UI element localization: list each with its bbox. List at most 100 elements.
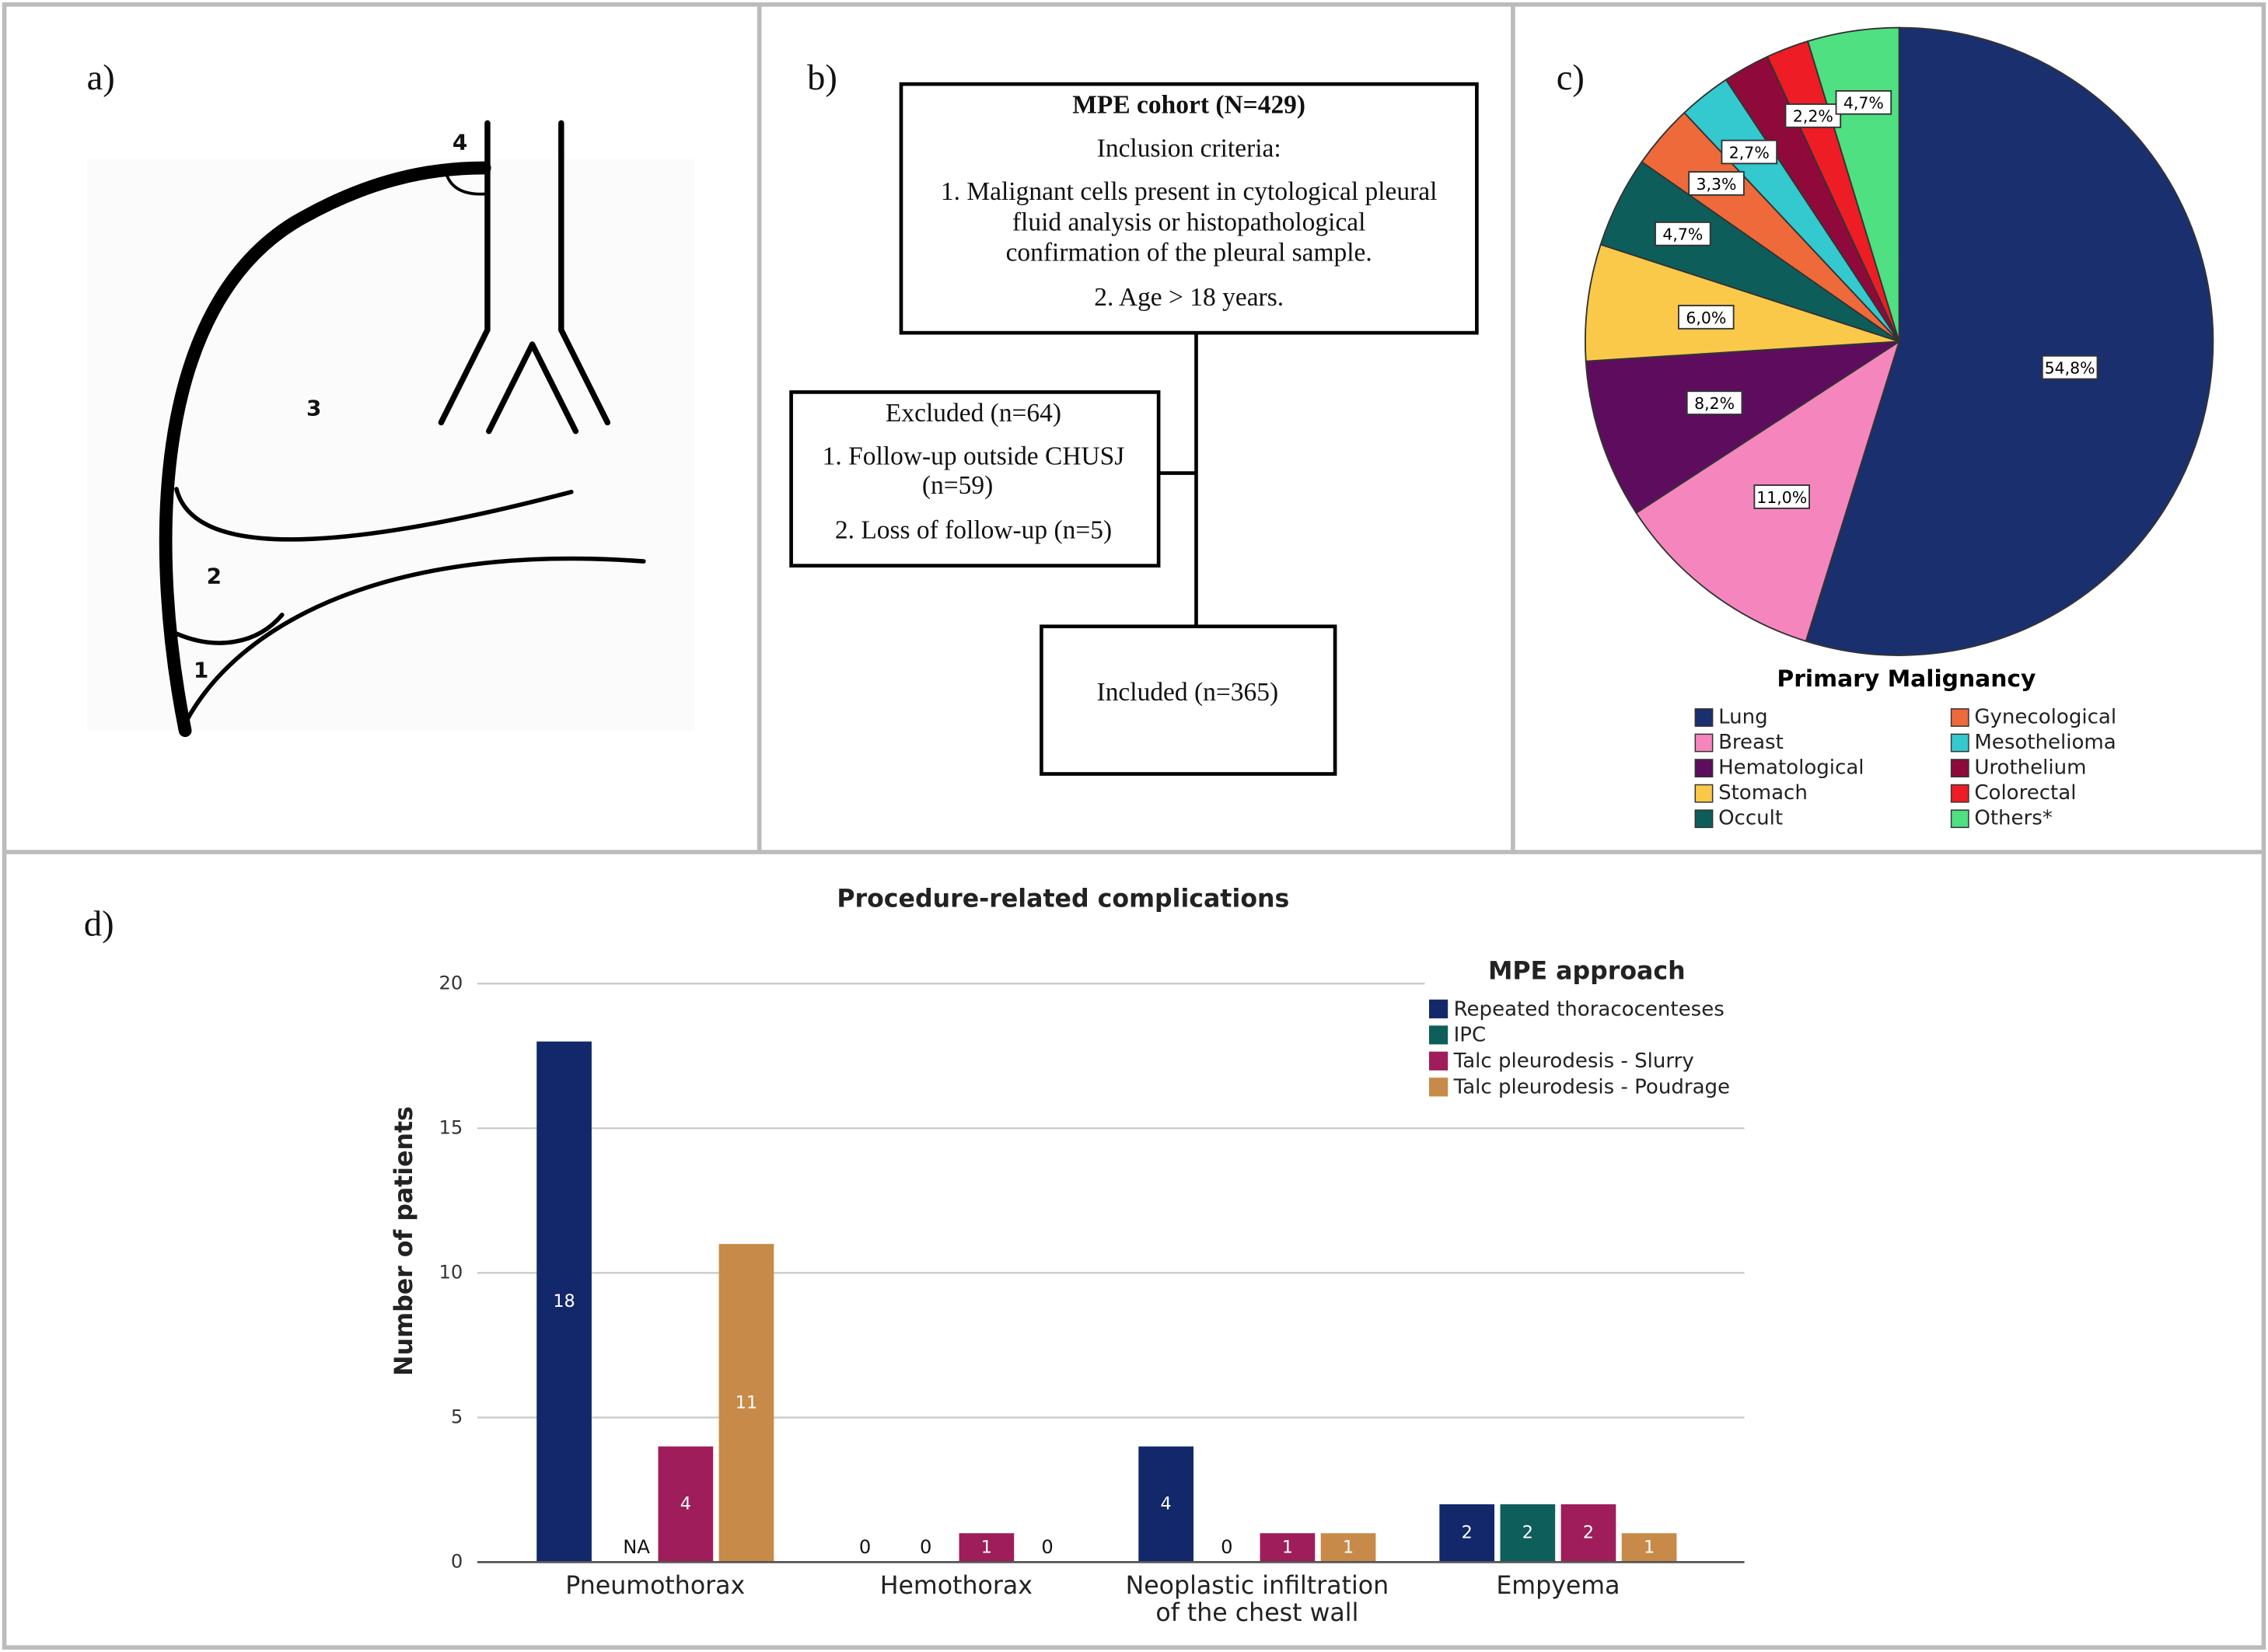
bar xyxy=(1138,1446,1194,1563)
data-label: 4,7% xyxy=(1843,94,1884,113)
region-label: 3 xyxy=(306,396,321,421)
legend-label: Stomach xyxy=(1718,781,1808,805)
legend-label: Hematological xyxy=(1718,756,1864,780)
legend-label: Repeated thoracocenteses xyxy=(1454,997,1725,1021)
box-text: Included (n=365) xyxy=(1097,678,1279,707)
legend-swatch xyxy=(1429,999,1449,1018)
data-label: 18 xyxy=(553,1291,575,1311)
legend-swatch xyxy=(1694,759,1714,777)
label-box xyxy=(1678,305,1735,330)
box-text: Excluded (n=64) xyxy=(886,399,1061,428)
data-label: 11,0% xyxy=(1756,488,1807,507)
legend-label: Lung xyxy=(1718,705,1768,728)
pie-chart: c) 54,8% 11,0% 8,2% 6,0% 4,7% 3,3% 2,7% 2,2% 4,7%… xyxy=(1557,26,2214,830)
legend-label: Gynecological xyxy=(1974,705,2116,728)
legend-label: Occult xyxy=(1718,807,1783,830)
data-label: 2 xyxy=(1462,1523,1473,1543)
y-tick-label: 10 xyxy=(439,1261,463,1283)
legend-swatch xyxy=(1694,708,1714,727)
legend-swatch xyxy=(1950,733,1969,753)
data-label: 0 xyxy=(1041,1536,1053,1558)
legend-swatch xyxy=(1694,784,1714,803)
legend-label: Breast xyxy=(1718,731,1784,754)
box-text: (n=59) xyxy=(922,471,993,500)
x-tick-label: Empyema xyxy=(1496,1572,1620,1600)
box-text: 1. Follow-up outside CHUSJ xyxy=(823,442,1125,471)
y-tick-label: 15 xyxy=(439,1116,463,1138)
box-text: 2. Age > 18 years. xyxy=(1094,283,1284,312)
data-label: 0 xyxy=(920,1536,931,1558)
data-label: 0 xyxy=(1221,1536,1232,1558)
bar xyxy=(1500,1504,1556,1563)
data-label: 3,3% xyxy=(1697,175,1737,194)
bar-chart: d) Procedure-related complications Number … xyxy=(84,885,1751,1627)
label-box xyxy=(2041,354,2099,380)
data-label: 54,8% xyxy=(2045,359,2095,378)
legend-swatch xyxy=(1429,1025,1449,1045)
data-label: 1 xyxy=(1644,1537,1655,1557)
y-tick-label: 0 xyxy=(451,1550,463,1572)
y-tick-label: 5 xyxy=(451,1406,463,1427)
x-tick-label: Hemothorax xyxy=(880,1572,1033,1600)
data-label: NA xyxy=(623,1536,650,1558)
legend-label: Colorectal xyxy=(1974,781,2076,805)
legend-swatch xyxy=(1429,1077,1449,1097)
legend-label: Talc pleurodesis - Slurry xyxy=(1453,1050,1694,1073)
legend-title: Primary Malignancy xyxy=(1777,665,2036,693)
data-label: 6,0% xyxy=(1686,309,1726,327)
label-box xyxy=(1784,103,1842,128)
chart-title: Procedure-related complications xyxy=(837,885,1289,913)
data-label: 2 xyxy=(1522,1523,1533,1543)
flow-shapes xyxy=(789,82,1479,776)
box-text: 2. Loss of follow-up (n=5) xyxy=(835,516,1112,545)
data-label: 11 xyxy=(736,1392,757,1413)
bar xyxy=(536,1041,592,1563)
box-text: 1. Malignant cells present in cytologica… xyxy=(941,177,1438,206)
region-label: 4 xyxy=(453,129,467,155)
data-label: 2 xyxy=(1583,1523,1594,1543)
legend-label: Talc pleurodesis - Poudrage xyxy=(1453,1076,1730,1099)
box-text: fluid analysis or histopathological xyxy=(1012,208,1366,236)
box-title: MPE cohort (N=429) xyxy=(1072,91,1305,120)
data-label: 1 xyxy=(981,1537,992,1557)
bar xyxy=(1260,1533,1316,1563)
data-label: 8,2% xyxy=(1694,394,1735,413)
diagram-bg xyxy=(86,159,694,731)
legend-swatch xyxy=(1694,809,1714,829)
legend-swatch xyxy=(1950,708,1969,727)
x-tick-label: Neoplastic infiltration of the chest wall xyxy=(1126,1572,1389,1627)
data-label: 2,7% xyxy=(1729,143,1770,162)
data-label: 1 xyxy=(1282,1537,1293,1557)
bar xyxy=(1560,1504,1616,1563)
panel-label: b) xyxy=(807,58,837,98)
panel-label: c) xyxy=(1557,58,1585,98)
data-label: 4,7% xyxy=(1662,225,1703,244)
legend-swatch xyxy=(1429,1051,1449,1070)
bar xyxy=(718,1244,774,1563)
pie-slice xyxy=(1585,341,1903,515)
label-box xyxy=(1686,390,1743,415)
label-box xyxy=(1721,139,1778,165)
legend-label: Mesothelioma xyxy=(1974,731,2116,754)
y-tick-label: 20 xyxy=(439,972,463,994)
data-label: 0 xyxy=(859,1536,871,1558)
legend-swatch xyxy=(1950,759,1969,777)
lung-diagram: 4 3 2 1 xyxy=(86,120,694,738)
y-axis-label: Number of patients xyxy=(390,1106,418,1376)
legend-swatch xyxy=(1950,784,1969,803)
label-box xyxy=(1688,171,1745,196)
legend-title: MPE approach xyxy=(1488,957,1686,985)
data-label: 1 xyxy=(1343,1537,1354,1557)
legend-label: IPC xyxy=(1454,1024,1487,1047)
legend-bg xyxy=(1424,947,1751,1107)
bar xyxy=(1320,1533,1376,1563)
pie-slice xyxy=(1585,243,1899,362)
bar xyxy=(658,1446,714,1563)
legend-swatch xyxy=(1950,809,1969,829)
legend-label: Urothelium xyxy=(1974,756,2086,780)
region-label: 2 xyxy=(207,564,222,589)
label-box xyxy=(1835,90,1892,115)
data-label: 2,2% xyxy=(1793,107,1833,126)
